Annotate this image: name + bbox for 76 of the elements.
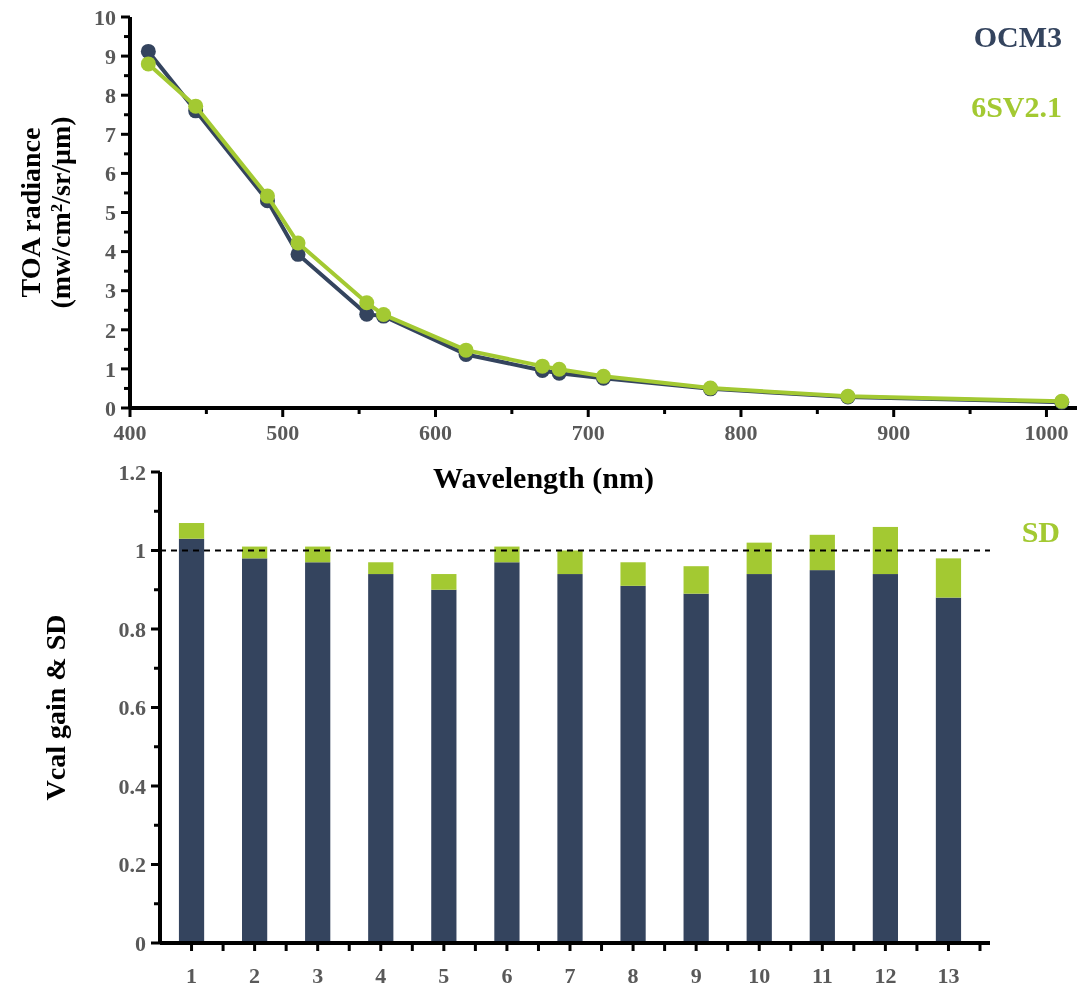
x-tick-label: 7 [564,963,576,988]
y-tick-label: 2 [105,317,116,343]
bar [809,534,835,571]
bar [935,597,962,943]
bar [178,523,205,539]
text: SD [1021,515,1060,548]
bar [683,566,709,594]
x-tick-label: 12 [874,963,897,988]
x-tick-label: 1000 [1024,420,1069,445]
x-tick-label: 13 [937,963,960,988]
y-axis-title: Vcal gain & SD [40,614,71,801]
x-tick-label: 400 [113,420,147,445]
bar [431,589,457,943]
x-tick-label: 6 [501,963,513,988]
y-tick-label: 3 [105,278,116,304]
y-tick-label: 0.4 [118,773,146,799]
bar [557,574,583,943]
bar [178,538,205,943]
point [140,56,156,72]
point [290,235,306,251]
bar [872,574,898,943]
y-axis-title: TOA radiance (mw/cm²/sr/μm) [14,116,77,309]
x-tick-label: 4 [375,963,387,988]
y-tick-label: 0.6 [118,695,146,721]
bar [872,526,898,575]
x-tick-label: 900 [877,420,911,445]
x-tick-label: 500 [266,420,300,445]
bar [935,558,962,598]
y-tick-label: 6 [105,161,116,187]
bar [242,558,268,943]
point [259,188,275,204]
y-tick-label: 7 [105,122,116,147]
bar [368,574,394,943]
x-tick-label: 5 [438,963,450,988]
y-tick-label: 0.2 [118,852,146,878]
point [359,295,375,311]
y-tick-label: 1 [135,538,146,564]
x-tick-label: 9 [690,963,702,988]
bar [746,542,772,575]
y-tick-label: 0.8 [118,616,146,642]
bar [683,593,709,943]
y-tick-label: 1 [105,356,116,382]
x-tick-label: 600 [418,420,452,445]
text: OCM3 [973,20,1062,53]
bar [620,562,646,586]
x-tick-label: 10 [748,963,771,988]
x-tick-label: 2 [249,963,261,988]
y-tick-label: 0 [135,930,146,956]
bar [368,562,394,575]
bar [494,562,520,943]
point [534,358,550,374]
y-tick-label: 9 [105,43,116,69]
bar [746,574,772,943]
text: 6SV2.1 [971,90,1062,123]
bar [620,585,646,943]
bar [431,574,457,590]
bar [809,570,835,943]
x-axis-title: Wavelength (nm) [433,461,654,495]
bar [305,562,331,943]
point [458,342,474,358]
x-tick-label: 11 [811,963,833,988]
x-tick-label: 8 [627,963,639,988]
y-tick-label: 4 [105,239,116,265]
point [551,361,567,377]
y-tick-label: 5 [105,200,116,226]
y-tick-label: 8 [105,82,116,108]
y-tick-label: 10 [94,4,116,30]
y-tick-label: 0 [105,395,116,421]
bar [557,550,583,575]
x-tick-label: 1 [186,963,198,988]
x-tick-label: 700 [571,420,605,445]
point [140,43,156,59]
y-tick-label: 1.2 [118,459,146,485]
point [188,98,204,114]
x-tick-label: 800 [724,420,758,445]
x-tick-label: 3 [312,963,324,988]
